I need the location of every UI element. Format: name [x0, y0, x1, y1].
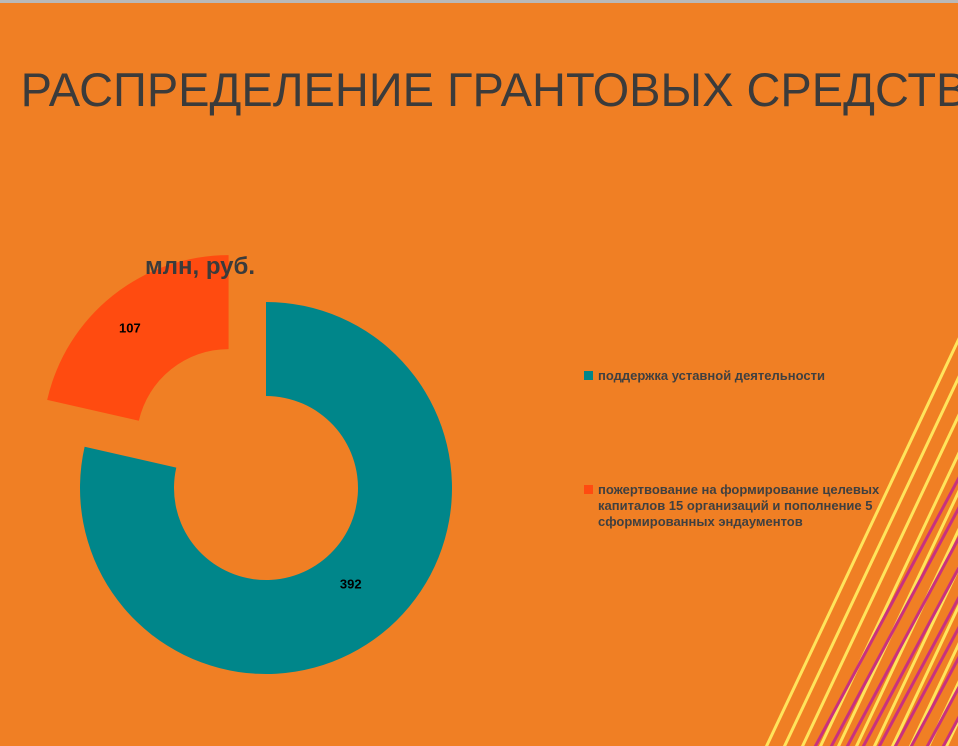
- donut-slice-2: [47, 255, 229, 421]
- stripe-yellow: [884, 130, 958, 746]
- stripe-yellow: [848, 130, 958, 746]
- legend-swatch-statutory: [584, 371, 593, 380]
- stripe-yellow: [758, 130, 958, 746]
- stripe-magenta: [854, 329, 958, 746]
- stripe-yellow: [794, 130, 958, 746]
- data-label-2: 107: [119, 320, 141, 335]
- donut-slice-1: [80, 302, 453, 674]
- stripe-magenta: [902, 329, 958, 746]
- stripe-magenta: [870, 329, 958, 746]
- top-border: [0, 0, 958, 3]
- chart-title: млн, руб.: [145, 253, 255, 280]
- donut-chart: 392 107: [47, 255, 453, 674]
- stripe-magenta: [838, 329, 958, 746]
- stripe-magenta: [822, 329, 958, 746]
- decorative-stripes: [758, 130, 958, 746]
- legend-label-statutory: поддержка уставной деятельности: [598, 368, 825, 383]
- stripe-magenta: [806, 329, 958, 746]
- data-label-1: 392: [340, 577, 362, 592]
- stripe-yellow: [866, 130, 958, 746]
- slide-title: РАСПРЕДЕЛЕНИЕ ГРАНТОВЫХ СРЕДСТВ: [20, 63, 958, 116]
- legend-swatch-endowment: [584, 485, 593, 494]
- legend-item-statutory: поддержка уставной деятельности: [584, 368, 914, 384]
- chart-legend: поддержка уставной деятельности пожертво…: [584, 368, 914, 530]
- stripe-yellow: [776, 130, 958, 746]
- stripe-magenta: [886, 329, 958, 746]
- legend-item-endowment: пожертвование на формирование целевых ка…: [584, 482, 914, 530]
- legend-label-endowment: пожертвование на формирование целевых ка…: [598, 482, 880, 529]
